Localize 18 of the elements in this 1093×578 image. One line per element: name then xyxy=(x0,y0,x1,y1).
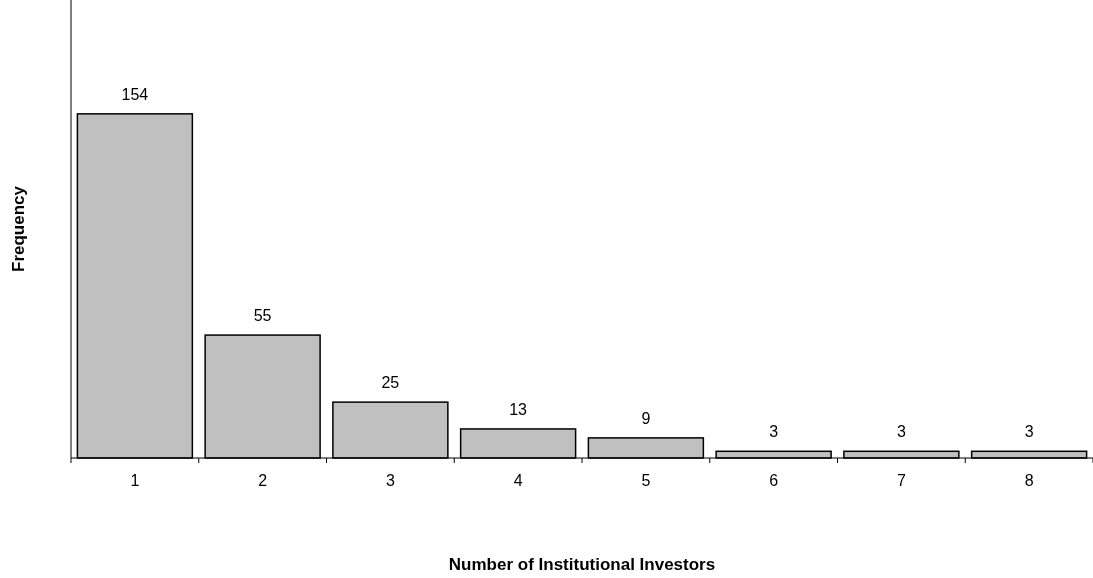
data-label: 3 xyxy=(896,423,906,441)
data-label: 154 xyxy=(121,85,149,103)
data-label: 25 xyxy=(381,374,400,392)
data-label: 9 xyxy=(641,409,651,427)
x-tick-label: 3 xyxy=(385,472,395,489)
x-tick-label: 5 xyxy=(641,472,651,489)
x-tick-label: 8 xyxy=(1024,472,1034,489)
data-label: 13 xyxy=(509,400,528,418)
x-tick-label: 7 xyxy=(896,472,906,489)
x-tick-label: 2 xyxy=(258,472,268,489)
x-tick-label: 6 xyxy=(769,472,779,489)
x-tick-label: 1 xyxy=(130,472,140,489)
data-label: 3 xyxy=(769,423,779,441)
y-axis-title: Frequency xyxy=(9,185,28,272)
data-label: 3 xyxy=(1024,423,1034,441)
x-tick-label: 4 xyxy=(513,472,523,489)
data-label: 55 xyxy=(253,307,272,325)
x-axis-title: Number of Institutional Investors xyxy=(448,555,716,574)
